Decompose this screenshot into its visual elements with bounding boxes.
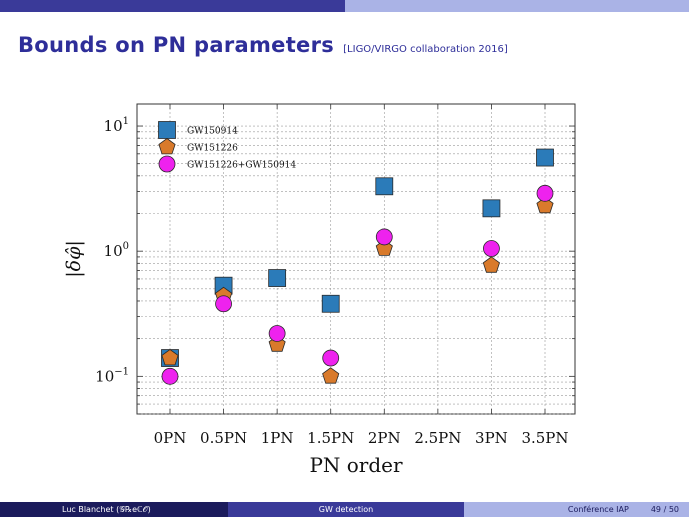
footer-page: 49: [650, 505, 662, 514]
x-tick-label: 3PN: [475, 429, 508, 447]
data-point: [375, 177, 394, 196]
slide-header: Bounds on PN parameters [LIGO/VIRGO coll…: [18, 33, 508, 57]
plot-frame: [136, 103, 576, 415]
x-tick-label: 1PN: [261, 429, 294, 447]
y-axis-label: |δφ̂|: [63, 240, 85, 278]
footer-talk-title: GW detection: [228, 502, 464, 517]
legend-label: GW151226+GW150914: [187, 161, 296, 171]
top-bar-right: [345, 0, 689, 12]
legend-marker: [158, 121, 176, 139]
x-tick-label: 0.5PN: [200, 429, 247, 447]
x-axis-label: PN order: [309, 453, 403, 477]
data-point: [482, 256, 500, 273]
data-point: [268, 269, 287, 287]
data-point: [161, 367, 179, 385]
y-tick-label: 100: [104, 241, 129, 260]
data-point: [483, 240, 500, 257]
data-point: [536, 184, 554, 202]
footer-page-sep: /: [663, 505, 667, 514]
data-point: [322, 367, 340, 384]
legend-label: GW151226: [187, 144, 238, 154]
slide-citation: [LIGO/VIRGO collaboration 2016]: [343, 44, 508, 55]
data-point: [268, 325, 286, 342]
y-tick-label: 10−1: [95, 366, 129, 385]
data-point: [536, 148, 554, 167]
legend: GW150914 GW151226 GW151226+GW150914: [158, 121, 296, 173]
legend-marker: [158, 155, 176, 173]
data-point: [536, 196, 554, 214]
top-bar: [0, 0, 689, 12]
footer-page-total: 50: [668, 505, 679, 514]
data-point: [375, 228, 393, 246]
footer-author: Luc Blanchet (𝒢℞eℂ𝒪): [0, 502, 228, 517]
data-point: [161, 349, 179, 366]
x-tick-label: 2.5PN: [414, 429, 461, 447]
data-point: [321, 294, 340, 313]
grid-lines: [137, 104, 575, 415]
data-point: [322, 349, 340, 367]
footer-venue: Conférence IAP: [567, 505, 629, 514]
footer-bar: Luc Blanchet (𝒢℞eℂ𝒪) GW detection Confér…: [0, 502, 689, 517]
y-tick-label: 101: [104, 116, 129, 135]
series-gw151226-gw150914: [161, 184, 554, 385]
x-tick-label: 2PN: [368, 429, 401, 447]
data-point: [215, 295, 232, 313]
footer-right: Conférence IAP 49 / 50: [464, 502, 689, 517]
x-tick-label: 3.5PN: [521, 429, 568, 447]
footer-page-number: 49 / 50: [651, 502, 679, 517]
x-tick-label: 0PN: [154, 429, 187, 447]
x-tick-label: 1.5PN: [307, 429, 354, 447]
slide-title: Bounds on PN parameters: [18, 33, 335, 57]
legend-marker: [158, 138, 176, 155]
data-point: [482, 199, 501, 218]
top-bar-left: [0, 0, 345, 12]
legend-label: GW150914: [187, 127, 238, 137]
